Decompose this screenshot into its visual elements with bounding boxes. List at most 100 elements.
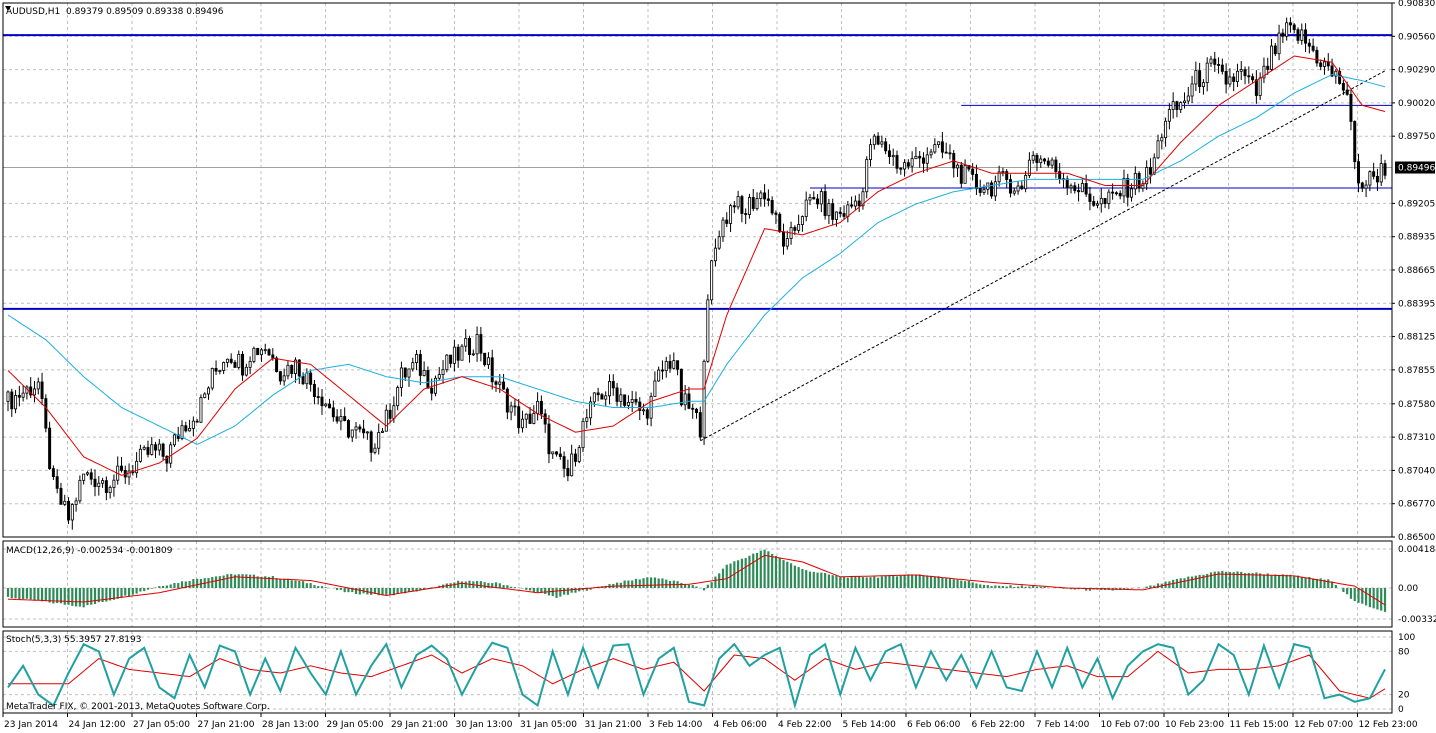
candle-body (169, 444, 173, 464)
candle-body (816, 198, 820, 205)
candle-body (1092, 201, 1096, 206)
ohlc-label: 0.89379 0.89509 0.89338 0.89496 (66, 7, 224, 17)
candle-body (437, 374, 441, 379)
candle-body (1039, 158, 1043, 164)
candle-body (906, 162, 910, 167)
candle-body (1046, 160, 1050, 166)
x-tick-label: 3 Feb 14:00 (649, 720, 703, 730)
candle-body (301, 375, 305, 385)
y-tick-label: 0.88395 (1398, 299, 1435, 309)
candle-body (1054, 159, 1058, 173)
candle-body (956, 164, 960, 169)
candle-body (335, 416, 339, 422)
candle-body (634, 399, 638, 403)
candle-body (547, 423, 551, 455)
candle-body (36, 381, 40, 390)
candle-body (1133, 172, 1137, 190)
candle-body (1345, 89, 1349, 95)
candle-body (630, 399, 634, 403)
y-tick-label: 0.89750 (1398, 132, 1435, 142)
candle-body (1012, 190, 1016, 194)
x-tick-label: 6 Feb 22:00 (972, 720, 1026, 730)
candle-body (233, 362, 237, 368)
candle-body (309, 372, 313, 385)
candle-body (834, 211, 838, 220)
candle-body (1122, 177, 1126, 197)
candle-body (963, 165, 967, 184)
candle-body (138, 448, 142, 462)
candle-body (800, 216, 804, 225)
y-tick-label: 0.87310 (1398, 433, 1435, 443)
candle-body (74, 500, 78, 505)
stoch-label: Stoch(5,3,3) 55.3957 27.8193 (6, 635, 141, 645)
candle-body (740, 196, 744, 214)
candle-body (573, 453, 577, 462)
candle-body (1372, 171, 1376, 177)
candle-body (604, 395, 608, 400)
candle-body (101, 480, 105, 484)
candle-body (135, 460, 139, 474)
candle-body (430, 387, 434, 394)
candle-body (1130, 188, 1134, 198)
candle-body (706, 299, 710, 362)
dropdown-arrow-icon[interactable] (5, 6, 11, 11)
candle-body (1043, 158, 1047, 162)
candle-body (1073, 185, 1077, 191)
candle-body (1338, 70, 1342, 84)
candle-body (157, 443, 161, 451)
candle-body (846, 204, 850, 217)
candle-body (660, 369, 664, 372)
candle-body (608, 381, 611, 397)
candle-body (350, 429, 354, 438)
candle-body (494, 381, 498, 385)
level-lines[interactable] (3, 34, 1392, 442)
candle-body (944, 151, 948, 154)
candle-body (959, 164, 963, 184)
candle-body (865, 159, 869, 193)
candle-body (1254, 79, 1258, 96)
candle-body (1167, 109, 1171, 122)
candle-body (899, 167, 903, 170)
macd-tick-label: -0.003325 (1398, 615, 1436, 625)
x-tick-label: 7 Feb 14:00 (1036, 720, 1090, 730)
candle-body (990, 182, 994, 197)
candle-body (997, 171, 1001, 183)
candle-body (691, 407, 695, 410)
trend-line[interactable] (700, 70, 1386, 442)
candle-body (1001, 171, 1005, 173)
candle-body (214, 367, 218, 372)
macd-signal-line (7, 554, 1386, 606)
candle-body (441, 369, 445, 375)
candle-body (910, 158, 914, 167)
candle-body (978, 188, 982, 193)
candle-body (1137, 172, 1141, 189)
candle-body (581, 420, 585, 449)
candle-body (1205, 62, 1209, 83)
candle-body (698, 412, 702, 438)
candle-body (1005, 171, 1009, 181)
candle-body (1020, 185, 1024, 190)
candle-body (445, 354, 449, 371)
candle-body (392, 405, 396, 419)
x-tick-label: 27 Jan 21:00 (198, 720, 255, 730)
candle-body (736, 196, 740, 208)
candle-body (925, 154, 929, 164)
candle-body (207, 387, 210, 395)
candle-body (297, 359, 301, 377)
candle-body (1315, 49, 1319, 64)
candle-body (804, 199, 808, 217)
candle-body (172, 434, 176, 446)
candle-body (294, 359, 297, 374)
candle-body (638, 401, 642, 411)
candle-body (165, 455, 169, 464)
x-tick-label: 12 Feb 23:00 (1359, 720, 1418, 730)
y-tick-label: 0.87855 (1398, 366, 1435, 376)
candle-body (555, 451, 559, 455)
x-tick-label: 5 Feb 14:00 (843, 720, 897, 730)
candle-body (1156, 140, 1160, 159)
x-tick-label: 4 Feb 22:00 (778, 720, 832, 730)
candle-body (653, 380, 657, 397)
candle-body (528, 413, 532, 424)
candle-body (948, 152, 952, 155)
